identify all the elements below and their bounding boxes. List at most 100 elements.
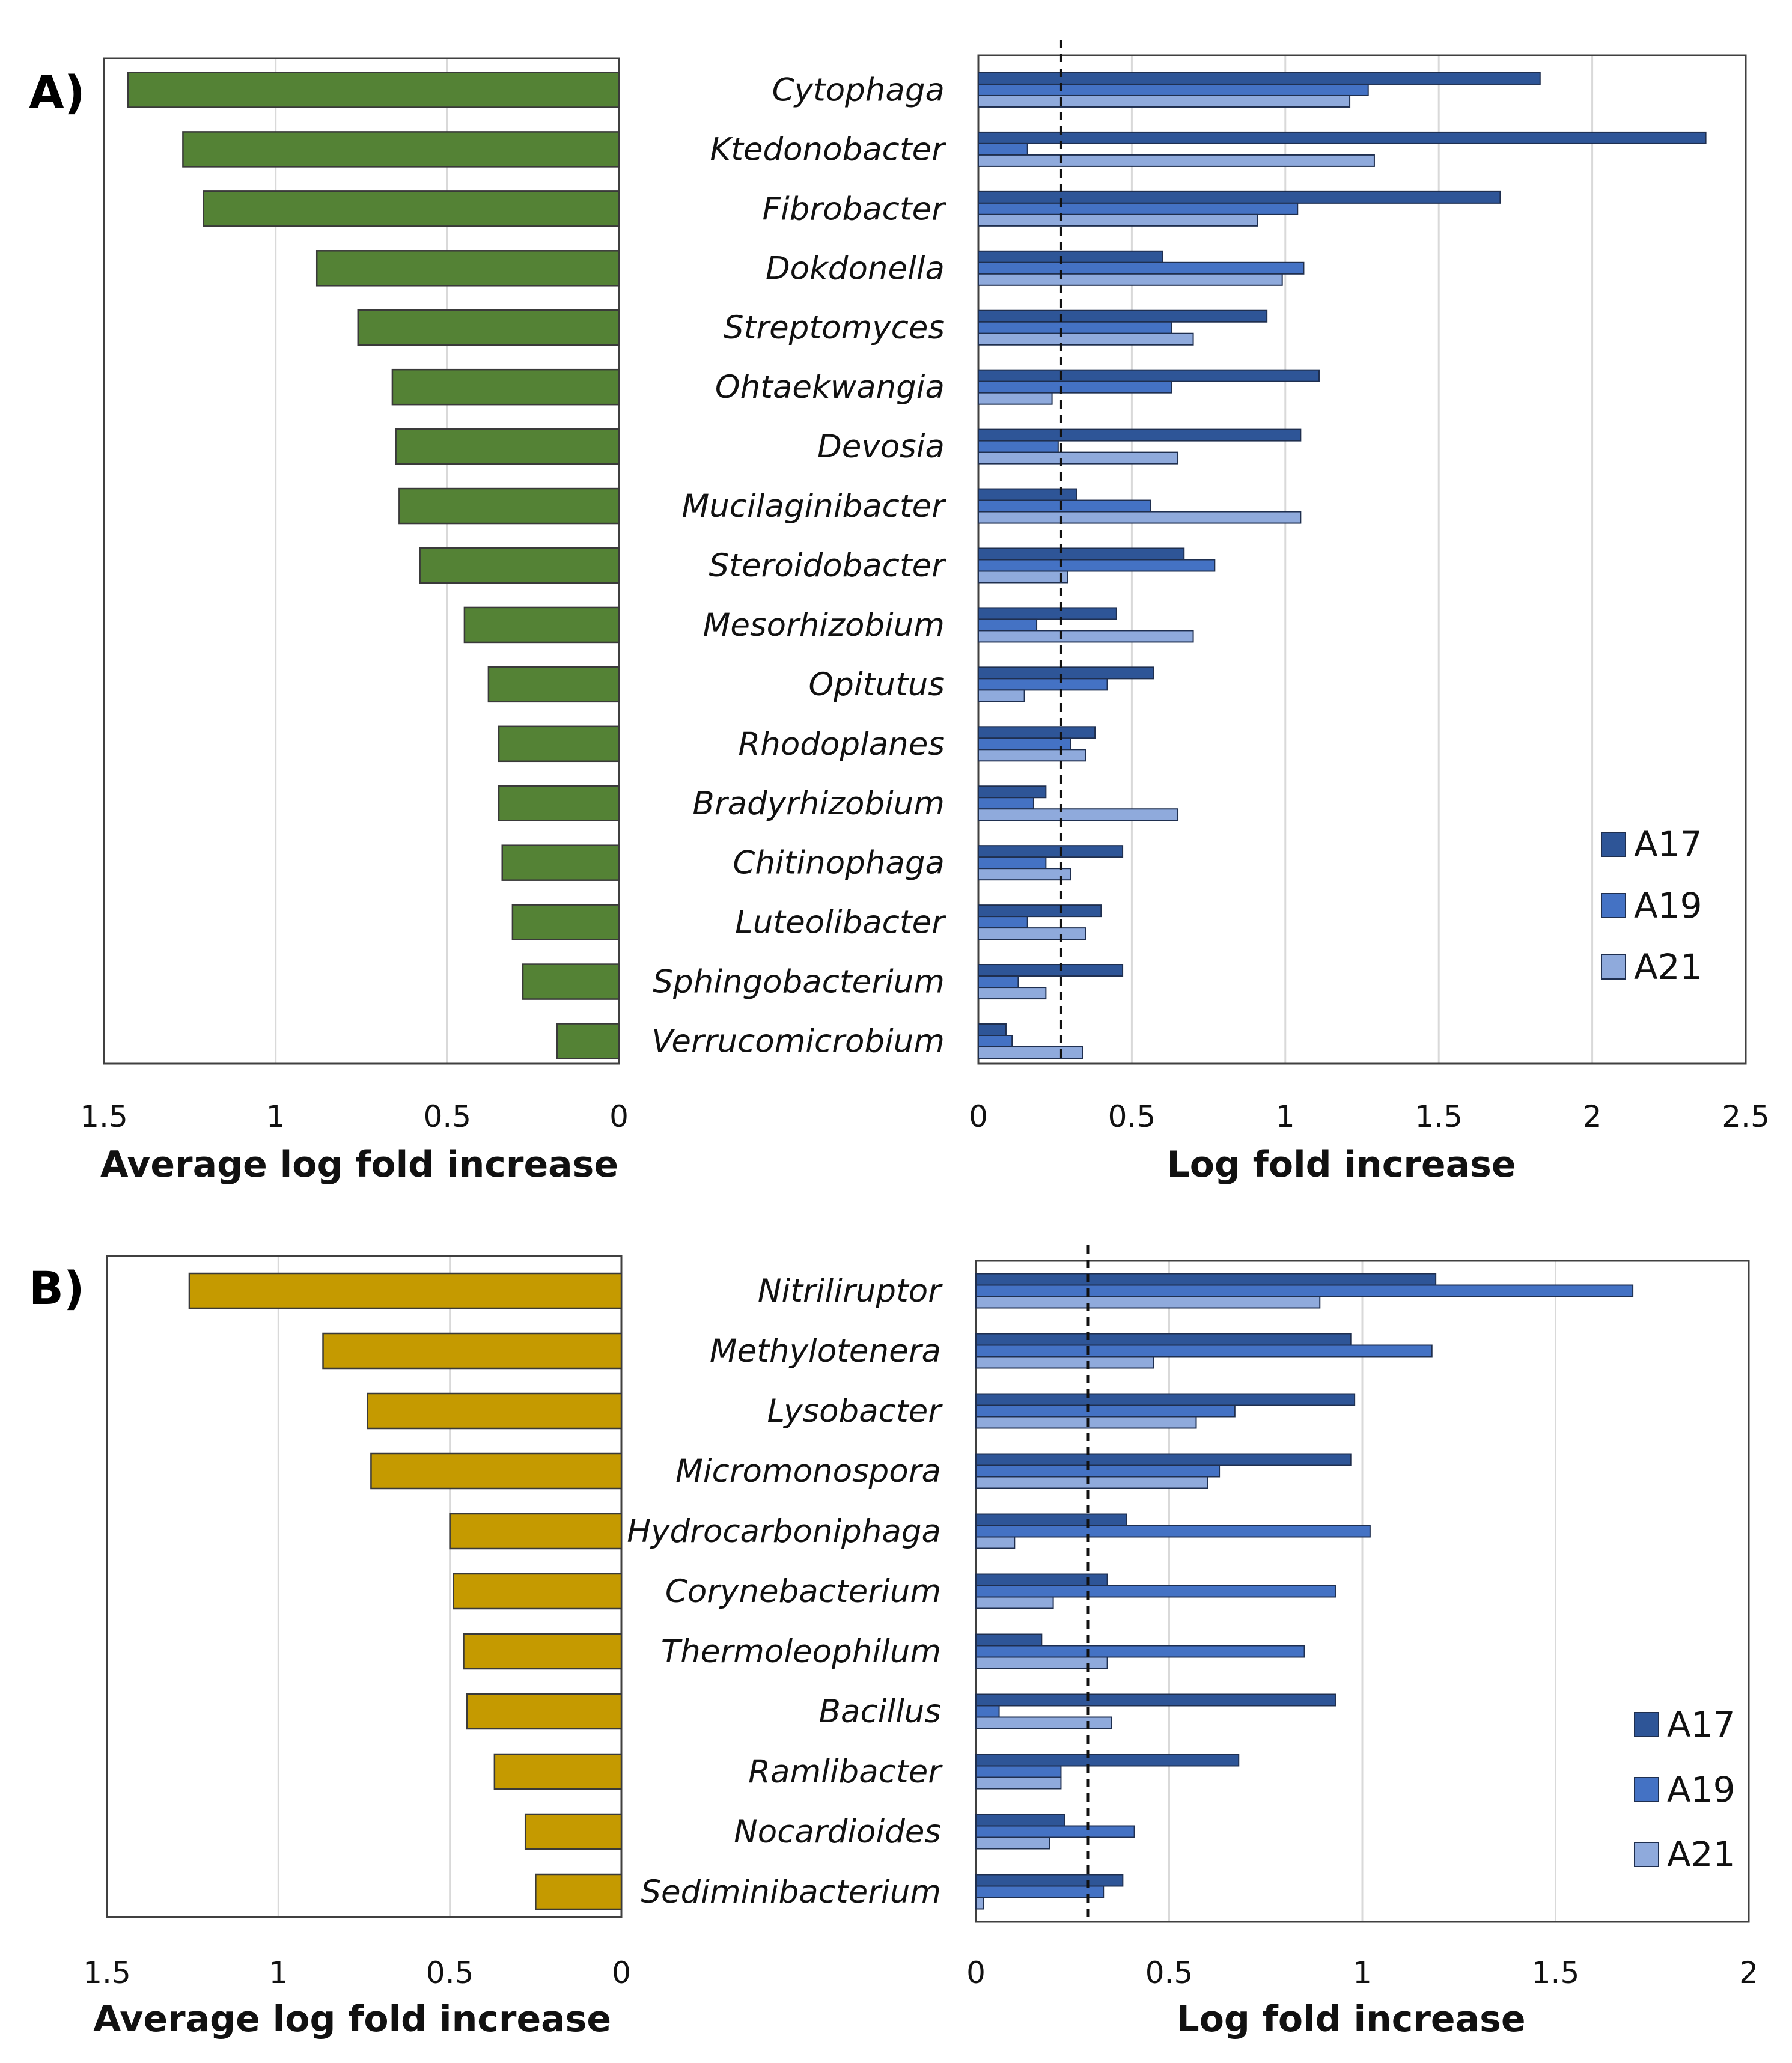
a-average-bar-cytophaga bbox=[127, 72, 620, 108]
a-average-bar-ohtaekwangia bbox=[391, 368, 620, 406]
a-bar-a17-steroidobacter bbox=[978, 547, 1185, 561]
a-right-tick-label: 2.5 bbox=[1722, 1099, 1770, 1134]
a-bar-a21-luteolibacter bbox=[978, 927, 1086, 940]
b-bar-a17-hydrocarboniphaga bbox=[975, 1513, 1127, 1526]
a-bar-a17-bradyrhizobium bbox=[978, 785, 1047, 799]
b-legend-swatch-a17 bbox=[1634, 1712, 1659, 1737]
b-right-tick-label: 0.5 bbox=[1145, 1955, 1193, 1990]
b-bar-a17-ramlibacter bbox=[975, 1754, 1240, 1767]
b-bar-a17-nocardioides bbox=[975, 1814, 1065, 1827]
panel-a: A) 1.5 1 0.5 0 Cytophaga Ktedonobacter Fibrob… bbox=[29, 40, 1770, 1186]
a-bar-a17-ktedonobacter bbox=[978, 131, 1707, 144]
b-bar-a21-hydrocarboniphaga bbox=[975, 1536, 1016, 1549]
b-bar-a17-thermoleophilum bbox=[975, 1633, 1043, 1647]
genus-label-sphingobacterium: Sphingobacterium bbox=[653, 964, 945, 1001]
a-legend-swatch-a17 bbox=[1601, 832, 1626, 857]
b-bar-a21-methylotenera bbox=[975, 1356, 1154, 1369]
genus-label-streptomyces: Streptomyces bbox=[724, 309, 945, 346]
a-bar-a21-ohtaekwangia bbox=[978, 392, 1053, 405]
panel-b-average-chart: 1.5 1 0.5 0 bbox=[83, 1255, 631, 1990]
a-bar-a21-devosia bbox=[978, 451, 1179, 465]
a-bar-a21-opitutus bbox=[978, 689, 1025, 702]
a-right-tick-label: 1 bbox=[1276, 1099, 1295, 1134]
a-left-tick-label: 0.5 bbox=[424, 1099, 472, 1134]
b-bar-a17-sediminibacterium bbox=[975, 1874, 1124, 1887]
a-right-tick-label: 0 bbox=[969, 1099, 988, 1134]
genus-label-nocardioides: Nocardioides bbox=[734, 1814, 941, 1850]
genus-label-ramlibacter: Ramlibacter bbox=[748, 1754, 943, 1790]
a-bar-a17-ohtaekwangia bbox=[978, 369, 1320, 382]
b-bar-a19-methylotenera bbox=[975, 1344, 1433, 1358]
a-average-bar-mucilaginibacter bbox=[398, 487, 620, 525]
a-average-bar-ktedonobacter bbox=[182, 131, 620, 168]
b-right-tick-label: 2 bbox=[1739, 1955, 1758, 1990]
a-average-bar-streptomyces bbox=[357, 309, 620, 346]
a-legend-swatch-a19 bbox=[1601, 893, 1626, 918]
a-average-bar-luteolibacter bbox=[511, 904, 620, 940]
a-right-tick-label: 0.5 bbox=[1108, 1099, 1156, 1134]
a-left-tick-label: 0 bbox=[609, 1099, 629, 1134]
panel-label-a: A) bbox=[29, 66, 85, 119]
a-bar-a21-ktedonobacter bbox=[978, 154, 1375, 167]
a-bar-a19-mucilaginibacter bbox=[978, 499, 1151, 513]
a-bar-a19-chitinophaga bbox=[978, 856, 1047, 870]
a-average-bar-dokdonella bbox=[315, 250, 620, 287]
a-bar-a17-rhodoplanes bbox=[978, 726, 1096, 739]
panel-label-b: B) bbox=[29, 1261, 85, 1315]
panel-b-right-x-axis-title: Log fold increase bbox=[1176, 1998, 1525, 2040]
a-bar-a17-chitinophaga bbox=[978, 845, 1124, 858]
b-bar-a19-hydrocarboniphaga bbox=[975, 1525, 1371, 1538]
b-right-tick-label: 1.5 bbox=[1532, 1955, 1580, 1990]
a-bar-a17-sphingobacterium bbox=[978, 964, 1124, 977]
a-bar-a17-streptomyces bbox=[978, 309, 1268, 323]
panel-b: B) 1.5 1 0.5 0 Nitriliruptor Methylotenera Ly… bbox=[29, 1245, 1758, 2040]
a-legend-label-a19: A19 bbox=[1634, 885, 1702, 926]
genus-label-bradyrhizobium: Bradyrhizobium bbox=[692, 785, 945, 822]
a-bar-a17-opitutus bbox=[978, 666, 1154, 680]
b-bar-a19-nitriliruptor bbox=[975, 1284, 1634, 1297]
a-right-tick-label: 1.5 bbox=[1415, 1099, 1463, 1134]
b-legend-label-a21: A21 bbox=[1667, 1834, 1735, 1875]
a-bar-a17-cytophaga bbox=[978, 72, 1541, 85]
genus-label-devosia: Devosia bbox=[817, 428, 945, 465]
b-bar-a17-micromonospora bbox=[975, 1453, 1352, 1466]
b-bar-a17-bacillus bbox=[975, 1693, 1336, 1707]
a-bar-a19-bradyrhizobium bbox=[978, 797, 1034, 810]
genus-label-bacillus: Bacillus bbox=[819, 1693, 941, 1730]
a-left-tick-label: 1.5 bbox=[80, 1099, 128, 1134]
a-bar-a19-devosia bbox=[978, 440, 1059, 453]
b-bar-a19-nocardioides bbox=[975, 1825, 1135, 1838]
b-average-bar-nocardioides bbox=[524, 1813, 623, 1850]
genus-label-rhodoplanes: Rhodoplanes bbox=[738, 726, 945, 763]
panel-b-genus-labels: Nitriliruptor Methylotenera Lysobacter Micr… bbox=[627, 1273, 943, 1910]
genus-label-methylotenera: Methylotenera bbox=[710, 1333, 941, 1370]
a-legend-label-a17: A17 bbox=[1634, 824, 1702, 865]
genus-label-steroidobacter: Steroidobacter bbox=[709, 547, 947, 584]
a-bar-a19-sphingobacterium bbox=[978, 975, 1019, 989]
panel-a-left-x-axis-title: Average log fold increase bbox=[100, 1144, 618, 1186]
a-bar-a19-mesorhizobium bbox=[978, 618, 1038, 632]
a-bar-a19-luteolibacter bbox=[978, 916, 1028, 929]
a-average-bar-fibrobacter bbox=[203, 190, 620, 227]
b-average-bar-corynebacterium bbox=[453, 1573, 623, 1610]
b-left-tick-label: 1.5 bbox=[83, 1955, 131, 1990]
genus-label-nitriliruptor: Nitriliruptor bbox=[758, 1273, 943, 1309]
a-bar-a19-steroidobacter bbox=[978, 559, 1216, 572]
b-legend-label-a19: A19 bbox=[1667, 1769, 1735, 1810]
a-average-bar-bradyrhizobium bbox=[498, 785, 620, 821]
a-legend-swatch-a21 bbox=[1601, 954, 1626, 980]
a-average-bar-steroidobacter bbox=[419, 547, 620, 584]
b-bar-a21-bacillus bbox=[975, 1716, 1112, 1729]
a-bar-a21-fibrobacter bbox=[978, 213, 1258, 227]
b-bar-a21-thermoleophilum bbox=[975, 1656, 1108, 1669]
a-bar-a19-rhodoplanes bbox=[978, 737, 1071, 751]
b-legend-swatch-a19 bbox=[1634, 1777, 1659, 1802]
b-bar-a19-micromonospora bbox=[975, 1464, 1221, 1478]
a-bar-a17-luteolibacter bbox=[978, 904, 1102, 918]
b-average-bar-bacillus bbox=[466, 1693, 623, 1730]
b-bar-a19-bacillus bbox=[975, 1705, 1000, 1718]
b-bar-a21-nitriliruptor bbox=[975, 1296, 1321, 1309]
a-bar-a19-dokdonella bbox=[978, 261, 1305, 275]
